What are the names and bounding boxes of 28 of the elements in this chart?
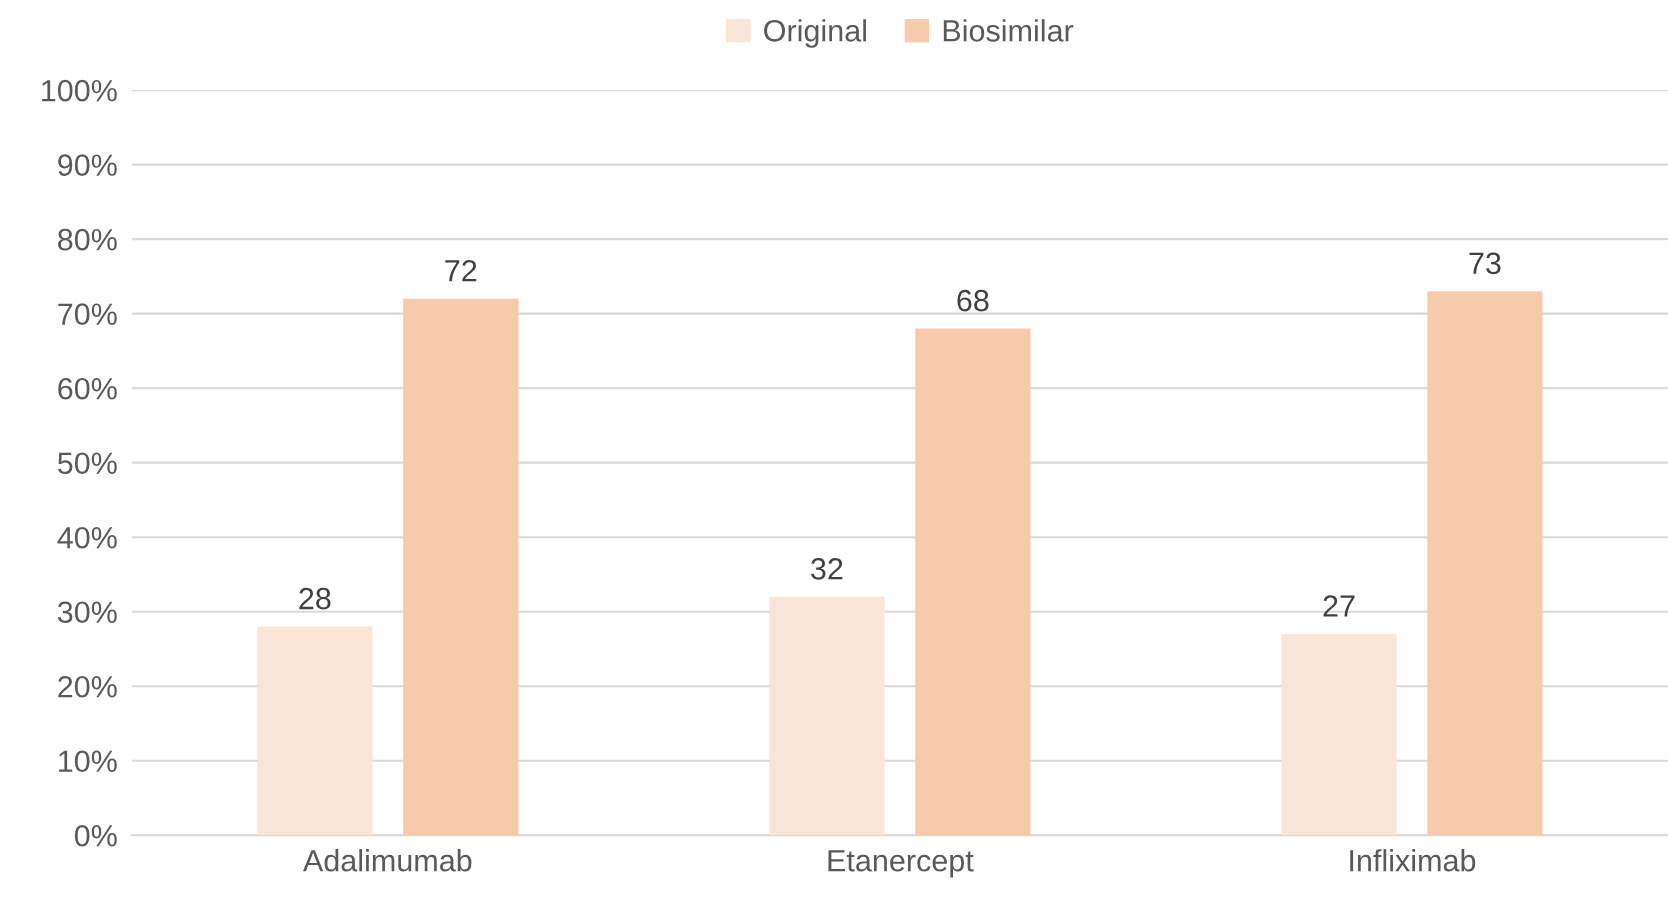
y-tick-label: 90% (58, 154, 117, 176)
x-tick-label: Etanercept (828, 850, 974, 878)
data-label: 27 (1323, 595, 1355, 617)
y-tick-label: 80% (58, 228, 117, 251)
legend-label: Biosimilar (943, 19, 1074, 42)
y-tick-label: 50% (57, 452, 117, 475)
bar (1427, 291, 1543, 836)
x-tick-label: Adalimumab (302, 849, 472, 872)
bar (915, 328, 1031, 836)
y-tick-label: 70% (58, 303, 117, 326)
y-tick-label: 20% (58, 675, 117, 698)
y-tick-label: 0% (74, 824, 117, 847)
data-label: 73 (1469, 252, 1501, 275)
y-tick-label: 40% (57, 526, 117, 549)
bar (257, 626, 373, 836)
y-tick-label: 10% (59, 750, 117, 773)
bar (769, 596, 885, 836)
y-tick-label: 30% (57, 601, 117, 624)
y-tick-label: 100% (42, 79, 117, 102)
x-tick-label: Infliximab (1350, 849, 1476, 872)
y-tick-label: 60% (58, 377, 117, 400)
data-label: 72 (445, 259, 477, 282)
data-label: 28 (299, 587, 331, 610)
bar (403, 298, 519, 836)
legend-label: Original (764, 19, 866, 48)
data-label: 32 (811, 558, 843, 580)
data-label: 68 (957, 289, 989, 312)
bar (1281, 634, 1397, 836)
